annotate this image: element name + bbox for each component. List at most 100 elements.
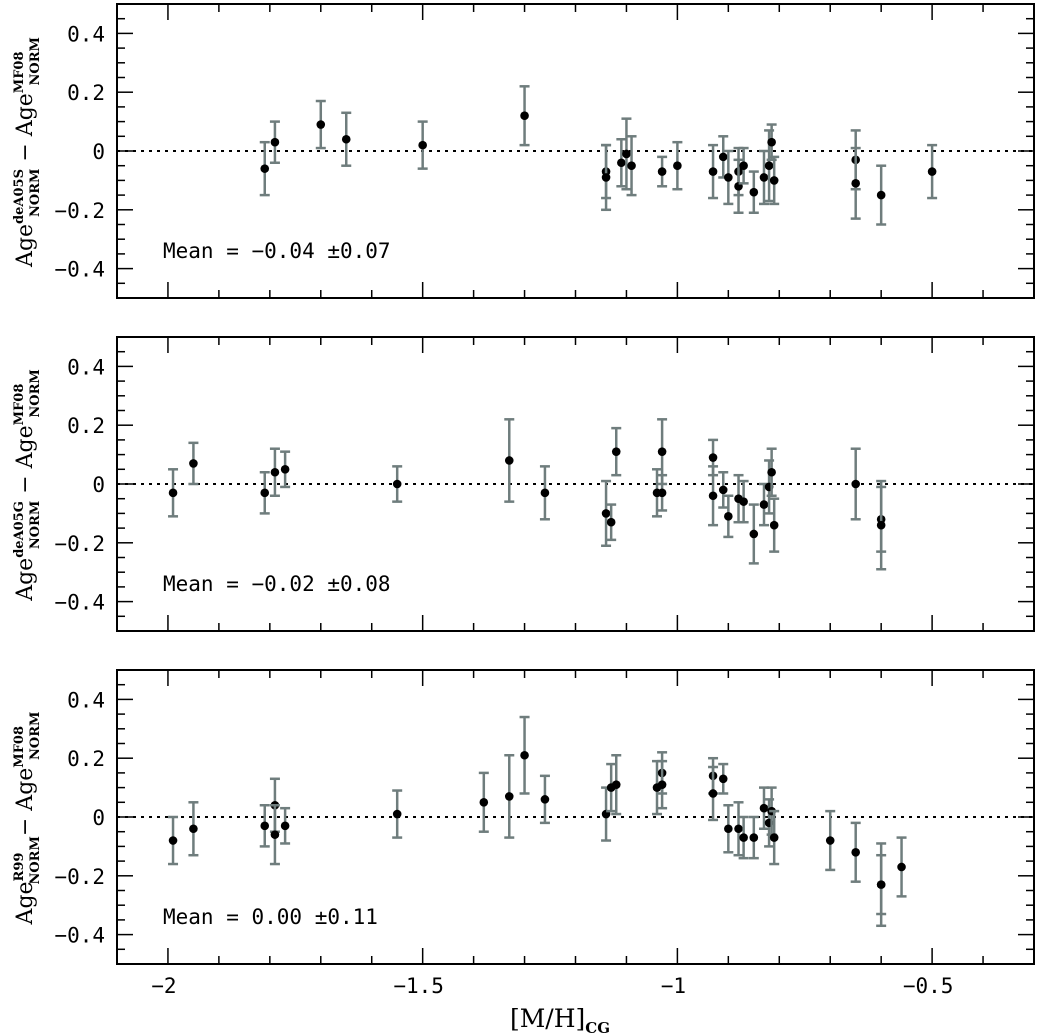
ylabel-middle-sep: − xyxy=(13,468,38,500)
data-point xyxy=(708,453,718,462)
y-tick-label: 0.2 xyxy=(67,414,105,438)
ylabel-middle-sup-2: MF08 xyxy=(12,384,27,426)
ylabel-bottom-sub-1: NORM xyxy=(28,836,43,884)
data-point xyxy=(759,173,769,182)
ylabel-bottom-base-1: Age xyxy=(13,881,38,925)
data-point xyxy=(759,803,769,813)
data-point xyxy=(627,161,636,170)
data-point xyxy=(927,167,937,176)
data-point xyxy=(260,164,270,173)
ylabel-bottom-sub-2: NORM xyxy=(28,712,43,760)
ylabel-top-base-1: Age xyxy=(13,224,38,268)
data-point xyxy=(617,158,626,168)
x-tick-label: −0.5 xyxy=(903,974,954,998)
data-point xyxy=(851,847,860,857)
data-point xyxy=(657,780,667,789)
x-tick-label: −1.5 xyxy=(393,974,444,998)
data-point xyxy=(540,488,550,498)
panel-middle: Mean = −0.02 ±0.08 AgedeA05GNORM − AgeMF… xyxy=(12,336,1035,632)
y-axis-label-bottom: AgeR99NORM− AgeMF08NORM xyxy=(12,712,43,926)
data-point xyxy=(724,173,733,182)
data-point xyxy=(673,161,682,170)
data-point xyxy=(520,750,529,760)
y-axis-label-top: AgedeA05SNORM − AgeMF08NORM xyxy=(12,37,43,268)
data-point xyxy=(392,809,402,819)
mean-label-bottom: Mean = 0.00 ±0.11 xyxy=(163,905,378,929)
data-point xyxy=(270,830,280,839)
data-point xyxy=(540,795,550,804)
y-tick-label: −0.4 xyxy=(54,258,105,282)
data-point xyxy=(611,447,621,456)
data-point xyxy=(168,836,178,845)
ylabel-top-base-2: Age xyxy=(13,93,38,137)
y-tick-label: −0.2 xyxy=(54,865,105,889)
data-point xyxy=(168,488,178,498)
y-tick-label: −0.2 xyxy=(54,532,105,556)
ylabel-middle-base-1: Age xyxy=(13,558,38,602)
data-point xyxy=(739,497,748,506)
y-tick-label: 0.2 xyxy=(67,747,105,771)
data-point xyxy=(189,824,198,834)
data-point xyxy=(316,120,326,129)
data-point xyxy=(270,467,280,477)
y-axis-label-middle: AgedeA05GNORM − AgeMF08NORM xyxy=(12,369,43,602)
data-point xyxy=(825,836,835,845)
data-point xyxy=(718,152,728,162)
y-tick-label: 0 xyxy=(92,473,105,497)
data-point xyxy=(622,149,631,159)
ylabel-bottom-sup-1: R99 xyxy=(12,853,27,882)
panel-bottom: Mean = 0.00 ±0.11 AgeR99NORM− AgeMF08NOR… xyxy=(12,669,1035,998)
data-point xyxy=(418,140,427,150)
data-point xyxy=(260,821,270,831)
data-point xyxy=(876,520,886,530)
y-tick-label: −0.2 xyxy=(54,199,105,223)
data-point xyxy=(520,111,529,121)
data-point xyxy=(876,190,886,200)
y-tick-label: 0.4 xyxy=(67,688,105,712)
ylabel-top-sup-2: MF08 xyxy=(12,51,27,93)
panel-top: Mean = −0.04 ±0.07 AgedeA05SNORM − AgeMF… xyxy=(12,3,1035,299)
data-point xyxy=(657,488,667,498)
ylabel-bottom-sep: − xyxy=(13,811,38,836)
svg-text:[M/H]CG: [M/H]CG xyxy=(510,1004,610,1035)
data-point xyxy=(724,824,733,834)
data-point xyxy=(260,488,270,498)
data-point xyxy=(769,833,779,842)
ylabel-middle-sup-1: deA05G xyxy=(12,501,27,558)
y-tick-label: −0.4 xyxy=(54,924,105,948)
data-point xyxy=(769,520,779,530)
data-point xyxy=(601,509,611,518)
data-point xyxy=(392,479,402,489)
data-point xyxy=(749,187,759,197)
x-tick-label: −1 xyxy=(661,974,686,998)
x-tick-label: −2 xyxy=(151,974,176,998)
data-point xyxy=(270,137,280,147)
data-point xyxy=(504,792,514,801)
y-tick-label: −0.4 xyxy=(54,591,105,615)
svg-text:AgedeA05GNORM − AgeMF08NORM: AgedeA05GNORM − AgeMF08NORM xyxy=(12,369,43,602)
data-point xyxy=(611,780,621,789)
data-point xyxy=(708,491,718,501)
data-point xyxy=(749,833,759,842)
data-point xyxy=(724,512,733,521)
y-tick-label: 0.4 xyxy=(67,22,105,46)
data-point xyxy=(759,500,769,509)
data-point xyxy=(657,167,667,176)
data-point xyxy=(851,179,860,188)
y-tick-label: 0.4 xyxy=(67,355,105,379)
xlabel-base: [M/H] xyxy=(510,1004,585,1033)
data-point xyxy=(708,789,718,798)
data-point xyxy=(749,529,759,539)
y-tick-label: 0 xyxy=(92,140,105,164)
data-point xyxy=(876,880,886,889)
ylabel-bottom-base-2: Age xyxy=(13,768,38,812)
ylabel-top-sub-1: NORM xyxy=(28,169,43,217)
data-point xyxy=(739,161,748,170)
data-point xyxy=(734,824,743,834)
ylabel-middle-sub-1: NORM xyxy=(28,501,43,549)
ylabel-top-sup-1: deA05S xyxy=(12,169,27,224)
data-point xyxy=(769,176,779,185)
svg-text:AgeR99NORM− AgeMF08NORM: AgeR99NORM− AgeMF08NORM xyxy=(12,712,43,926)
ylabel-middle-sub-2: NORM xyxy=(28,369,43,417)
